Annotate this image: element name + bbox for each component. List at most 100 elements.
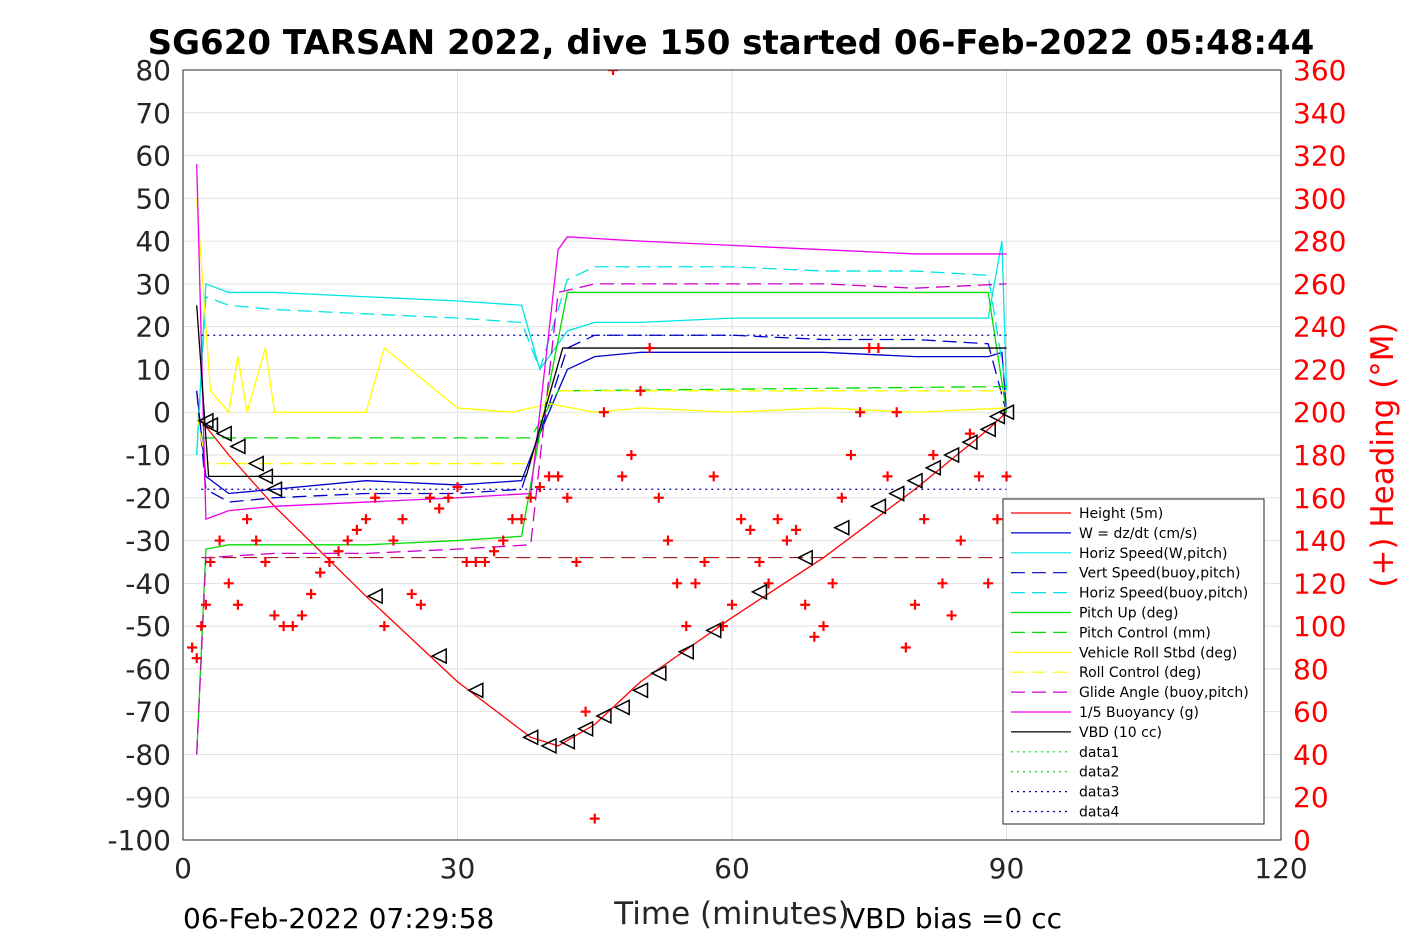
triangle-marker — [988, 408, 1006, 425]
heading-point — [205, 556, 216, 567]
y-tick-label: -10 — [125, 439, 171, 472]
heading-point — [452, 482, 463, 493]
y-tick-label: -100 — [107, 824, 171, 857]
triangle-marker — [613, 699, 630, 716]
heading-point — [388, 535, 399, 546]
x-tick-label: 90 — [989, 852, 1025, 885]
y-tick-label: 60 — [135, 140, 171, 173]
footer-timestamp: 06-Feb-2022 07:29:58 — [183, 902, 494, 935]
left-axis-ticks: 80 70 60 50 40 30 20 10 0 -10 -20 -30 -40 -50 -60 -70 -8… — [107, 54, 171, 857]
y-right-tick-label: 20 — [1293, 781, 1329, 814]
y-tick-label: 80 — [135, 54, 171, 87]
chart-title: SG620 TARSAN 2022, dive 150 started 06-F… — [148, 23, 1315, 63]
heading-point — [470, 556, 481, 567]
heading-point — [836, 492, 847, 503]
series-line — [200, 411, 1007, 747]
heading-point — [699, 556, 710, 567]
heading-point — [708, 471, 719, 482]
triangle-marker — [796, 549, 813, 566]
triangle-marker — [677, 643, 694, 660]
y-right-tick-label: 60 — [1293, 696, 1329, 729]
heading-point — [1001, 471, 1012, 482]
triangle-marker — [906, 472, 923, 489]
series-line — [196, 240, 1008, 456]
heading-point — [736, 514, 747, 525]
heading-point — [983, 578, 994, 589]
heading-point — [251, 535, 262, 546]
heading-point — [379, 621, 390, 632]
heading-point — [964, 428, 975, 439]
legend-entry: Pitch Control (mm) — [1079, 625, 1211, 641]
heading-point — [690, 578, 701, 589]
x-tick-label: 30 — [440, 852, 476, 885]
series-line — [196, 164, 1007, 521]
heading-point — [653, 492, 664, 503]
heading-point — [242, 514, 253, 525]
x-tick-label: 60 — [714, 852, 750, 885]
heading-point — [992, 514, 1003, 525]
heading-point — [919, 514, 930, 525]
triangle-marker — [467, 682, 484, 699]
heading-point — [589, 813, 600, 824]
y-tick-label: -20 — [125, 482, 171, 515]
heading-point — [434, 503, 445, 514]
y-right-tick-label: 100 — [1293, 610, 1346, 643]
series-line — [196, 283, 1007, 755]
heading-point — [196, 621, 207, 632]
heading-point — [187, 642, 198, 653]
series-line — [196, 351, 1008, 495]
triangle-marker — [215, 425, 232, 442]
heading-point — [351, 524, 362, 535]
heading-point — [443, 492, 454, 503]
heading-point — [361, 514, 371, 525]
heading-point — [415, 599, 426, 610]
heading-point — [754, 556, 765, 567]
y-tick-label: -40 — [125, 567, 171, 600]
heading-point — [287, 621, 298, 632]
heading-point — [928, 450, 939, 460]
heading-point — [855, 407, 866, 418]
legend-entry: data4 — [1079, 805, 1120, 821]
heading-point — [260, 556, 271, 567]
legend-entry: Glide Angle (buoy,pitch) — [1079, 685, 1249, 701]
triangle-marker — [247, 455, 264, 472]
legend-entry: data2 — [1079, 765, 1119, 781]
triangle-marker — [650, 664, 667, 682]
heading-point — [598, 407, 609, 418]
triangle-marker — [833, 519, 850, 536]
triangle-marker — [576, 720, 594, 737]
y-tick-label: 20 — [135, 311, 171, 344]
y-tick-label: 0 — [153, 396, 171, 429]
heading-point — [489, 546, 500, 557]
legend-entry: W = dz/dt (cm/s) — [1079, 526, 1198, 542]
y-right-tick-label: 260 — [1293, 268, 1346, 301]
heading-point — [580, 706, 591, 717]
series-line — [196, 291, 1008, 755]
heading-point — [516, 514, 527, 525]
heading-point — [214, 535, 225, 546]
series-line — [196, 305, 1007, 478]
heading-point — [955, 535, 966, 546]
heading-point — [617, 471, 628, 482]
y-right-tick-label: 80 — [1293, 653, 1329, 686]
triangle-marker — [888, 485, 905, 502]
triangle-marker — [201, 416, 219, 434]
legend: Height (5m) W = dz/dt (cm/s) Horiz Speed(W… — [1002, 498, 1265, 825]
legend-entry: Roll Control (deg) — [1079, 665, 1201, 681]
heading-point — [818, 621, 829, 632]
heading-point — [333, 546, 344, 557]
heading-point — [662, 535, 673, 546]
heading-point — [425, 492, 436, 503]
triangle-marker — [265, 481, 283, 498]
y-tick-label: 40 — [135, 225, 171, 258]
heading-point — [479, 556, 490, 567]
heading-point — [608, 70, 619, 75]
y-tick-label: -50 — [125, 610, 171, 643]
heading-point — [974, 471, 985, 482]
legend-entry: Height (5m) — [1079, 506, 1163, 522]
heading-point — [827, 578, 838, 589]
series-line — [196, 334, 1008, 503]
y-tick-label: -30 — [125, 525, 171, 558]
x-tick-label: 0 — [174, 852, 192, 885]
heading-point — [891, 407, 902, 418]
